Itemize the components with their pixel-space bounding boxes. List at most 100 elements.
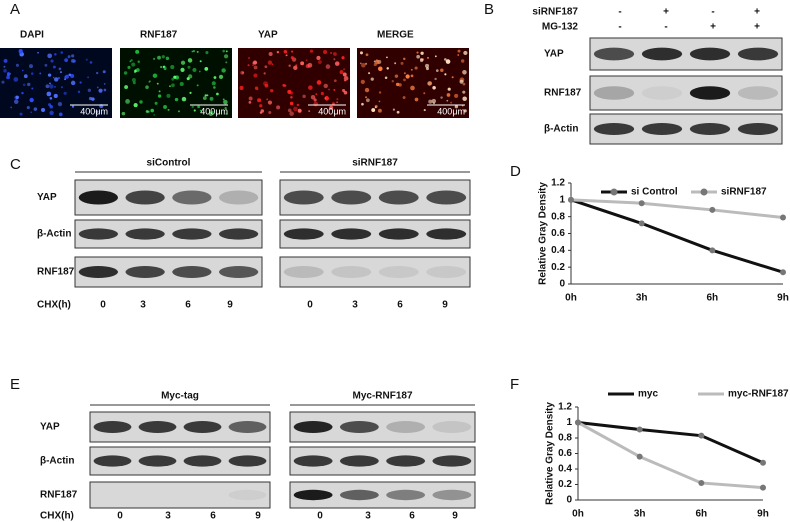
cell	[209, 96, 214, 101]
row-label: RNF187	[544, 88, 582, 99]
cell	[339, 70, 344, 75]
series-line	[570, 198, 784, 274]
cell	[330, 52, 332, 54]
blot-band	[641, 47, 683, 61]
blot-band	[386, 421, 426, 433]
cell	[139, 100, 143, 104]
panel-label: F	[510, 376, 519, 393]
panel-label: C	[10, 156, 21, 173]
cell	[222, 49, 226, 53]
cell	[342, 72, 347, 77]
cell	[317, 60, 322, 64]
cell	[98, 88, 103, 93]
y-tick-label: 0	[559, 279, 565, 290]
cell	[204, 66, 209, 71]
cell	[188, 74, 193, 79]
y-axis-label: Relative Gray Density	[538, 182, 549, 285]
time-label: 3	[365, 511, 371, 522]
cell	[121, 111, 126, 116]
cell	[333, 79, 337, 83]
y-tick-label: 0.8	[558, 433, 572, 444]
cell	[156, 82, 159, 85]
cell	[424, 63, 430, 68]
blot-band	[426, 266, 467, 278]
cell	[225, 112, 228, 116]
cell	[87, 76, 90, 79]
time-label: 3	[352, 300, 358, 311]
time-label: 3	[165, 511, 171, 522]
x-label: CHX(h)	[37, 300, 71, 311]
cell	[192, 67, 197, 73]
point	[709, 206, 716, 213]
cell	[359, 51, 363, 55]
cell	[293, 106, 298, 112]
cell	[289, 101, 294, 106]
cell	[343, 90, 348, 95]
treatment-sign: -	[618, 22, 621, 33]
cell	[163, 104, 167, 109]
cell	[206, 94, 209, 97]
scale-label: 400μm	[200, 106, 228, 116]
cell	[18, 49, 23, 54]
cell	[211, 81, 216, 86]
cell	[167, 108, 170, 111]
cell	[157, 94, 162, 98]
blot-band	[378, 266, 419, 278]
group-label: siControl	[147, 158, 191, 169]
blot-band	[283, 266, 324, 278]
y-tick-label: 1	[559, 194, 565, 205]
cell	[125, 99, 130, 104]
cell	[58, 67, 62, 71]
y-tick-label: 0.6	[551, 228, 565, 239]
blot-band	[593, 123, 635, 135]
cell	[375, 60, 380, 65]
blot-band	[172, 266, 212, 278]
cell	[152, 73, 158, 78]
cell	[131, 62, 136, 67]
cell	[49, 110, 54, 116]
cell	[96, 86, 99, 89]
cell	[371, 108, 376, 112]
cell	[454, 104, 459, 109]
cell	[123, 71, 128, 75]
blot-band	[293, 489, 333, 501]
blot-band	[138, 455, 177, 467]
cell	[199, 109, 202, 112]
cell	[187, 58, 193, 63]
cell	[222, 98, 225, 101]
cell	[328, 88, 330, 91]
cell	[316, 55, 321, 60]
cell	[66, 74, 69, 77]
cell	[210, 110, 214, 114]
x-tick-label: 6h	[706, 293, 718, 304]
cell	[58, 112, 63, 117]
cell	[315, 93, 318, 96]
cell	[463, 109, 467, 113]
cell	[52, 76, 55, 79]
cell	[95, 110, 99, 114]
cell	[463, 50, 468, 56]
blot-band	[432, 455, 472, 467]
blot-band	[378, 190, 419, 205]
cell	[462, 71, 464, 73]
point	[638, 220, 645, 227]
image-title: RNF187	[140, 30, 178, 41]
y-tick-label: 0.6	[558, 448, 572, 459]
cell	[416, 51, 419, 54]
cell	[334, 61, 340, 66]
legend-label: siRNF187	[721, 187, 767, 198]
cell	[204, 94, 207, 97]
cell	[309, 49, 314, 53]
cell	[434, 55, 437, 58]
x-tick-label: 3h	[636, 293, 648, 304]
blot-band	[737, 123, 779, 135]
cell	[193, 109, 196, 112]
cell	[179, 81, 184, 87]
cell	[47, 73, 52, 77]
y-tick-label: 0.4	[551, 245, 565, 256]
legend-marker	[610, 188, 618, 196]
cell	[431, 98, 437, 104]
cell	[197, 105, 200, 109]
blot-band	[737, 86, 779, 100]
cell	[276, 105, 281, 110]
